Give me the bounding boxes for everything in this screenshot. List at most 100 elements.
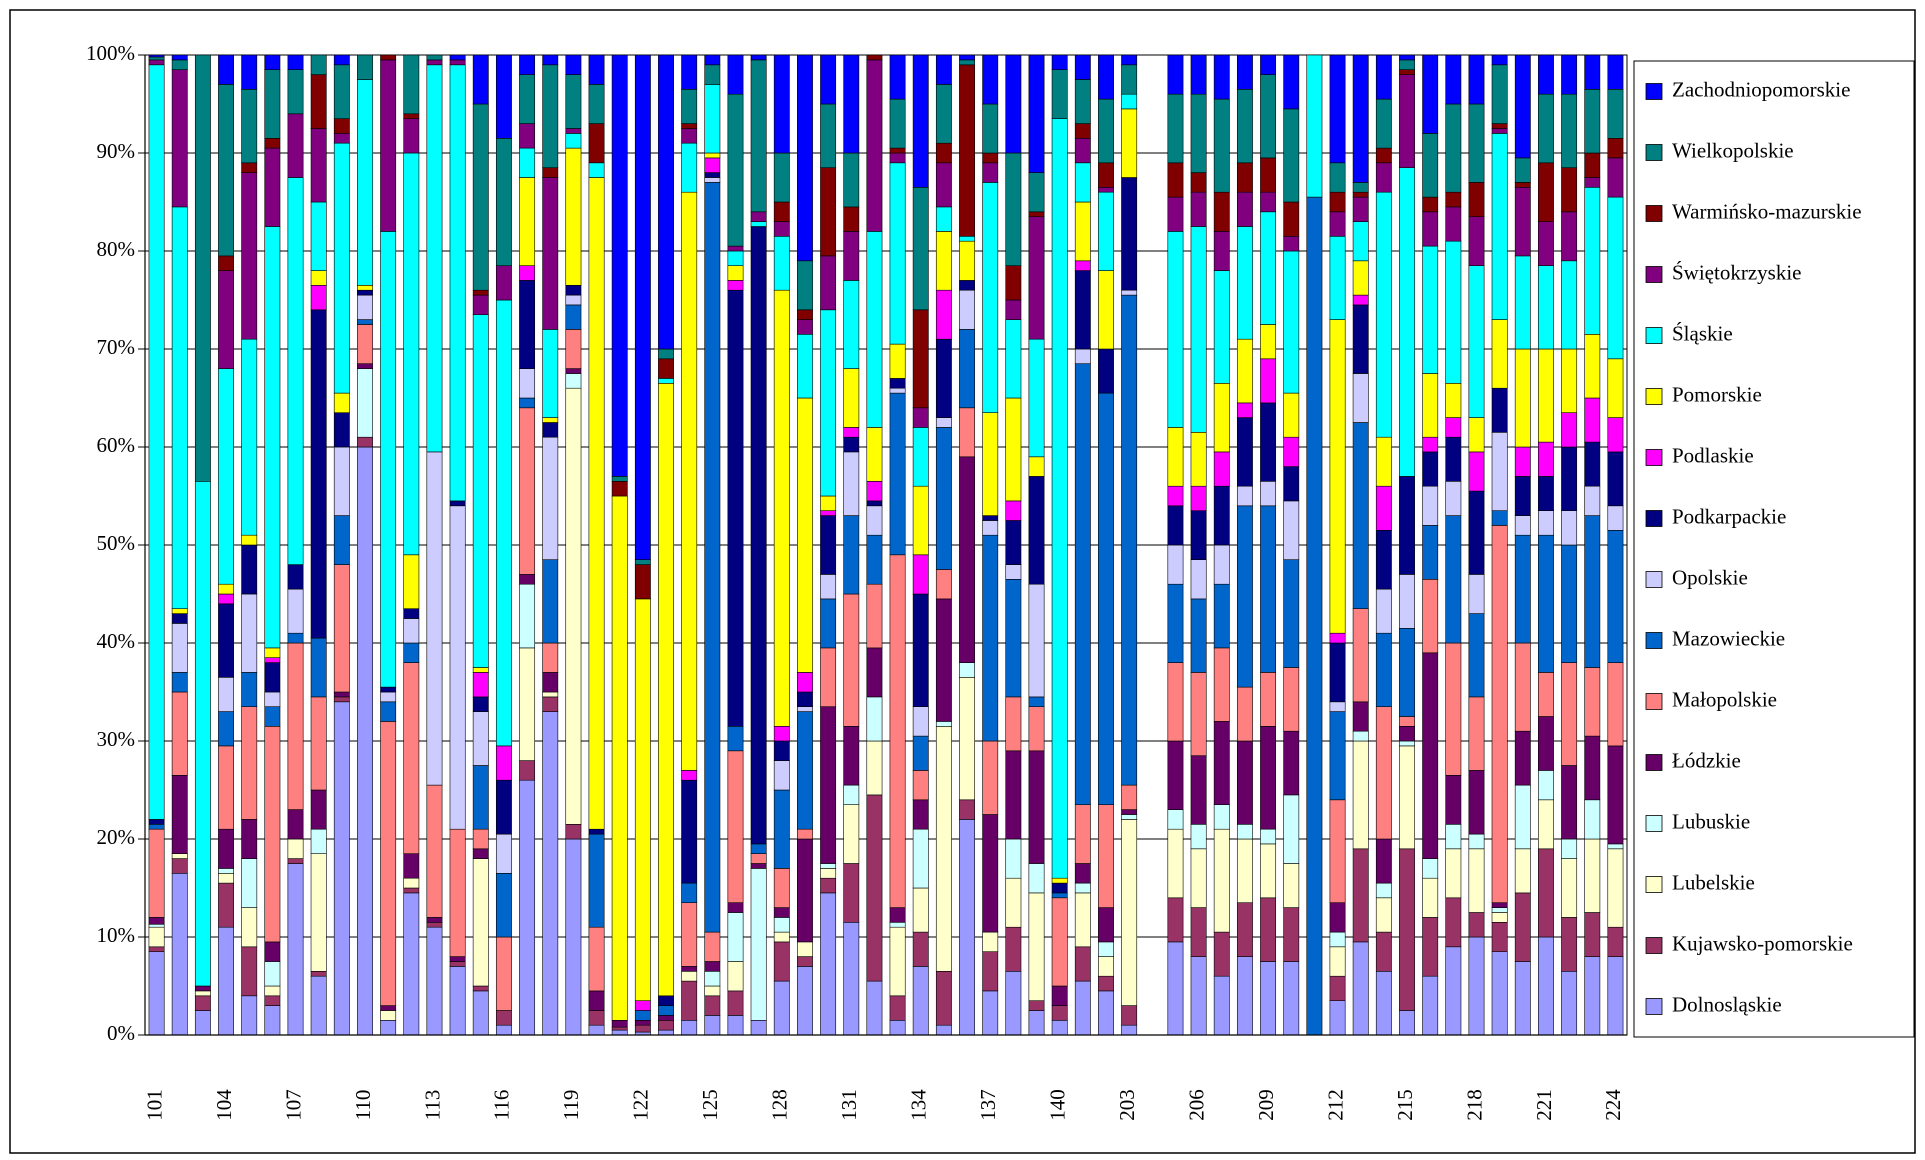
bar-segment xyxy=(287,863,304,1036)
y-tick-label: 50% xyxy=(97,531,136,555)
bar-segment xyxy=(1399,74,1415,168)
bar-segment xyxy=(218,926,234,1036)
bar-segment xyxy=(704,64,721,85)
bar-segment xyxy=(634,598,651,1002)
bar-segment xyxy=(750,226,767,845)
bar-segment xyxy=(1329,642,1346,703)
bar-segment xyxy=(194,480,211,987)
bar-segment xyxy=(704,177,721,183)
bar-segment xyxy=(750,1019,767,1036)
bar-segment xyxy=(588,123,605,164)
bar-segment xyxy=(658,1029,674,1036)
bar-segment xyxy=(171,853,188,859)
bar-segment xyxy=(1399,848,1415,1011)
bar-segment xyxy=(426,59,443,66)
bar-segment xyxy=(1213,270,1230,384)
bar-segment xyxy=(1352,191,1369,198)
bar-segment xyxy=(1306,196,1323,1036)
bar-segment xyxy=(1028,892,1045,1002)
bar-segment xyxy=(1098,191,1114,271)
x-tick-label: 221 xyxy=(1532,1089,1556,1121)
bar-segment xyxy=(310,637,327,698)
bar-segment xyxy=(519,177,536,266)
x-tick-label: 104 xyxy=(212,1089,236,1121)
bar-segment xyxy=(797,706,813,712)
bar-segment xyxy=(1051,69,1068,119)
bar-segment xyxy=(658,382,674,997)
bar-segment xyxy=(1468,833,1485,850)
y-tick-label: 0% xyxy=(107,1021,135,1045)
bar-segment xyxy=(1491,133,1508,320)
bar-segment xyxy=(1190,191,1207,227)
bar-segment xyxy=(1422,451,1439,487)
bar-segment xyxy=(1051,1019,1068,1036)
bar-segment xyxy=(542,436,559,561)
bar-segment xyxy=(264,1005,281,1036)
bar-segment xyxy=(820,309,837,497)
bar-segment xyxy=(704,970,721,987)
bar-segment xyxy=(241,593,258,673)
bar-segment xyxy=(333,118,350,134)
x-tick-label: 113 xyxy=(420,1090,444,1121)
bar-segment xyxy=(1514,534,1531,644)
bar-segment xyxy=(1167,231,1184,428)
bar-segment xyxy=(403,118,420,154)
bar-segment xyxy=(1283,559,1300,668)
bar-segment xyxy=(843,280,860,369)
bar-segment xyxy=(1260,961,1277,1036)
bar-segment xyxy=(935,725,952,972)
bar-segment xyxy=(519,583,536,649)
bar-segment xyxy=(866,534,883,585)
bar-segment xyxy=(357,319,373,325)
bar-segment xyxy=(681,980,698,1021)
bar-segment xyxy=(889,907,906,923)
bar-segment xyxy=(681,191,698,771)
bar-segment xyxy=(1538,534,1554,673)
bar-segment xyxy=(1028,583,1045,698)
bar-segment xyxy=(1236,226,1253,340)
bar-segment xyxy=(1213,98,1230,193)
bar-segment xyxy=(333,54,350,66)
bar-segment xyxy=(912,931,929,967)
bar-segment xyxy=(264,647,281,659)
bar-segment xyxy=(565,387,582,825)
bar-segment xyxy=(241,54,258,90)
legend-swatch xyxy=(1645,205,1663,222)
bar-segment xyxy=(1538,221,1554,267)
bar-segment xyxy=(171,206,188,609)
bar-segment xyxy=(1260,191,1277,213)
bar-segment xyxy=(1445,417,1462,438)
bar-segment xyxy=(843,427,860,438)
bar-segment xyxy=(1445,103,1462,193)
bar-segment xyxy=(1028,54,1045,173)
bar-segment xyxy=(820,255,837,311)
bar-segment xyxy=(681,123,698,129)
bar-segment xyxy=(1283,730,1300,796)
bar-segment xyxy=(403,662,420,854)
bar-segment xyxy=(218,882,234,928)
bar-segment xyxy=(1329,975,1346,1002)
bar-segment xyxy=(611,54,628,477)
bar-segment xyxy=(935,142,952,164)
bar-segment xyxy=(750,863,767,869)
bar-segment xyxy=(1445,515,1462,644)
legend-label: Zachodniopomorskie xyxy=(1672,77,1850,101)
bar-segment xyxy=(519,265,536,281)
bar-segment xyxy=(1468,103,1485,183)
bar-segment xyxy=(1445,774,1462,825)
bar-segment xyxy=(843,725,860,786)
bar-segment xyxy=(495,745,512,781)
bar-segment xyxy=(773,152,790,203)
bar-segment xyxy=(310,270,327,286)
bar-segment xyxy=(1607,848,1624,928)
bar-segment xyxy=(1491,912,1508,923)
bar-segment xyxy=(889,98,906,149)
bar-segment xyxy=(797,941,813,957)
legend-swatch xyxy=(1645,144,1663,161)
y-tick-label: 80% xyxy=(97,237,136,261)
legend-swatch xyxy=(1645,815,1663,832)
bar-segment xyxy=(449,500,466,507)
legend-swatch xyxy=(1645,510,1663,527)
bar-segment xyxy=(912,309,929,409)
bar-segment xyxy=(1098,956,1114,977)
